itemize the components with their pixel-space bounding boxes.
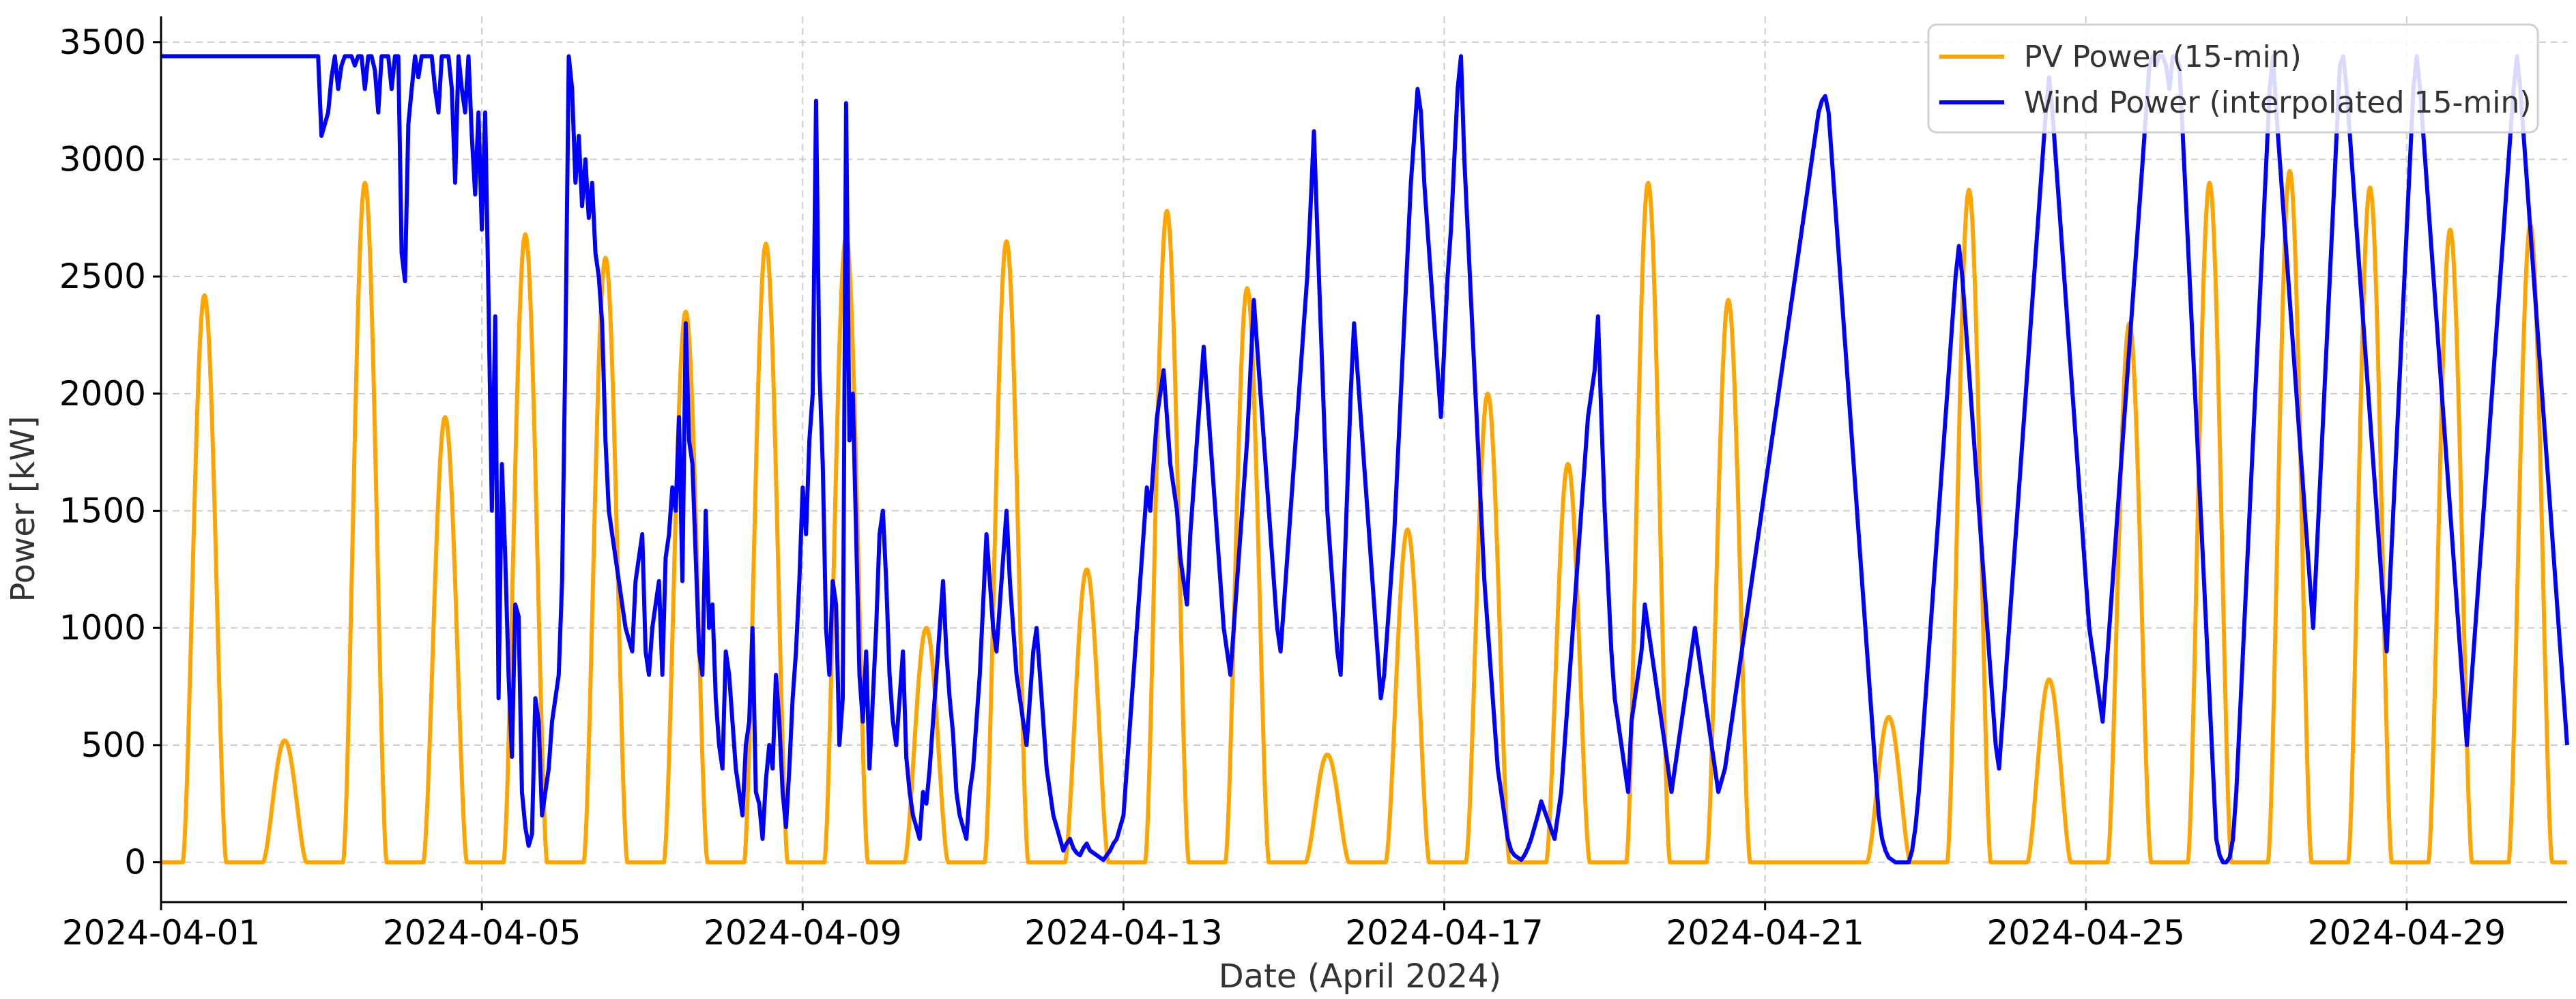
y-axis-label: Power [kW] [4, 416, 42, 602]
x-tick-label: 2024-04-21 [1666, 913, 1864, 953]
x-tick-label: 2024-04-01 [62, 913, 261, 953]
wind-power-line [161, 54, 2569, 865]
legend-pv-label: PV Power (15-min) [2024, 40, 2302, 74]
pv-power-line [160, 169, 2568, 865]
legend-box [1927, 23, 2539, 134]
x-tick-label: 2024-04-13 [1024, 913, 1223, 953]
x-tick-label: 2024-04-09 [704, 913, 902, 953]
y-tick-label: 1500 [59, 491, 146, 531]
legend: PV Power (15-min) Wind Power (interpolat… [1927, 23, 2539, 134]
y-tick-label: 0 [124, 843, 146, 882]
legend-wind-label: Wind Power (interpolated 15-min) [2024, 85, 2532, 120]
y-tick-label: 2500 [59, 257, 146, 296]
y-tick-label: 3000 [59, 139, 146, 179]
x-tick-label: 2024-04-25 [1987, 913, 2186, 953]
tick-labels: 0 500 1000 1500 2000 2500 3000 3500 2024-04-01 20… [59, 23, 2506, 953]
y-tick-label: 3500 [59, 23, 146, 62]
y-tick-label: 1000 [59, 608, 146, 648]
x-tick-label: 2024-04-17 [1345, 913, 1544, 953]
axes [153, 16, 2567, 910]
x-tick-label: 2024-04-05 [383, 913, 581, 953]
x-axis-label: Date (April 2024) [1219, 957, 1502, 996]
pv-power-series [160, 169, 2568, 865]
y-tick-label: 500 [81, 725, 146, 765]
wind-power-series [161, 54, 2569, 865]
x-tick-label: 2024-04-29 [2308, 913, 2506, 953]
y-tick-label: 2000 [59, 374, 146, 414]
